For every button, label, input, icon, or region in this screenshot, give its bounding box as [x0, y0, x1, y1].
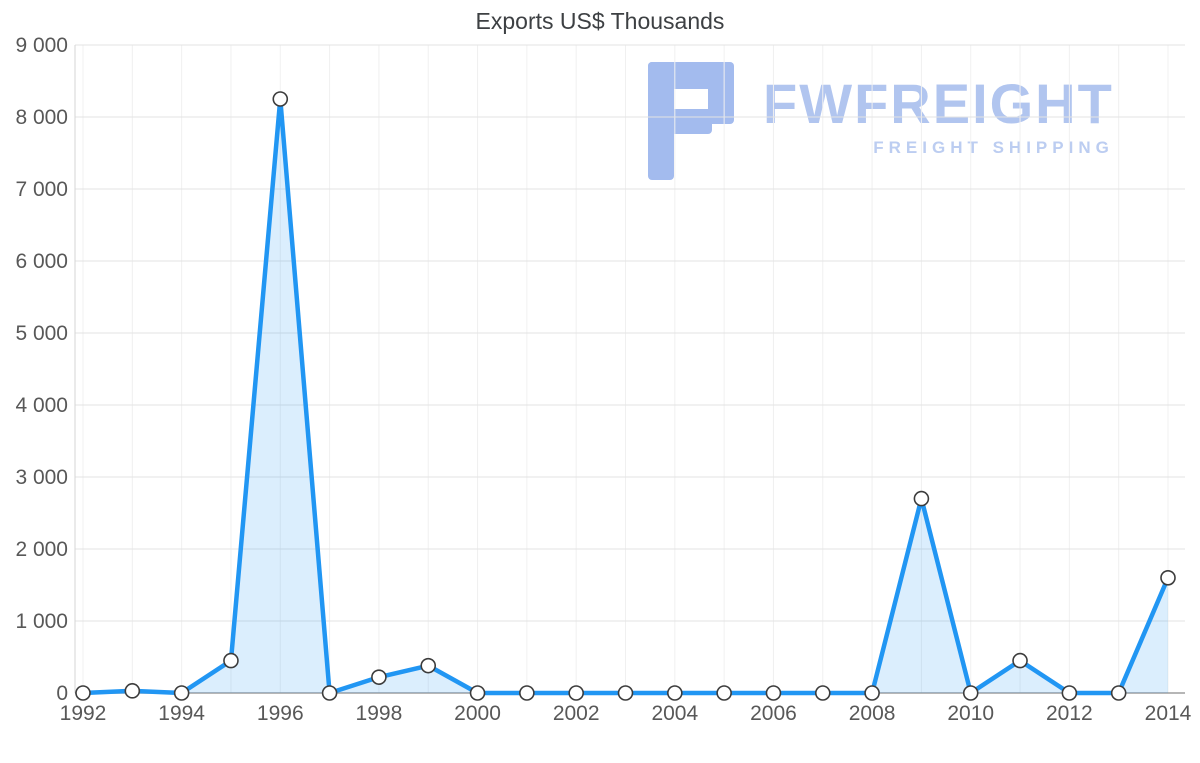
y-tick-label: 2 000 — [15, 538, 68, 561]
data-point-marker — [913, 490, 930, 507]
data-point-marker — [124, 683, 141, 699]
x-tick-label: 2012 — [1046, 702, 1093, 725]
y-tick-label: 7 000 — [15, 178, 68, 201]
data-point-marker — [568, 685, 584, 701]
y-tick-label: 0 — [56, 682, 68, 705]
data-point-marker — [716, 685, 732, 701]
data-point-marker — [469, 685, 486, 701]
data-point-marker — [1160, 569, 1176, 586]
x-tick-label: 1998 — [356, 702, 403, 725]
y-tick-label: 3 000 — [15, 466, 68, 489]
y-tick-label: 5 000 — [15, 322, 68, 345]
x-tick-label: 1996 — [257, 702, 304, 725]
data-point-marker — [962, 685, 979, 701]
x-tick-label: 2014 — [1145, 702, 1192, 725]
x-tick-label: 2000 — [454, 702, 501, 725]
data-point-marker — [814, 685, 831, 701]
x-tick-label: 2002 — [553, 702, 600, 725]
data-point-marker — [75, 685, 91, 701]
data-point-marker — [667, 685, 683, 701]
data-point-marker — [1061, 685, 1078, 701]
x-tick-label: 2008 — [849, 702, 896, 725]
x-tick-label: 1994 — [158, 702, 205, 725]
data-point-marker — [420, 657, 437, 674]
y-tick-label: 1 000 — [15, 610, 68, 633]
x-tick-label: 2004 — [651, 702, 698, 725]
x-tick-label: 1992 — [60, 702, 107, 725]
y-tick-label: 6 000 — [15, 250, 68, 273]
data-point-marker — [864, 685, 880, 701]
y-tick-label: 4 000 — [15, 394, 68, 417]
data-point-marker — [223, 652, 239, 669]
y-tick-label: 8 000 — [15, 106, 68, 129]
y-tick-label: 9 000 — [15, 34, 68, 57]
data-point-marker — [173, 685, 190, 701]
series-area — [83, 99, 1168, 693]
data-point-marker — [617, 685, 634, 701]
x-tick-label: 2010 — [947, 702, 994, 725]
data-point-marker — [765, 685, 782, 701]
data-point-marker — [519, 685, 535, 701]
data-point-marker — [321, 685, 338, 701]
chart-title: Exports US$ Thousands — [475, 8, 725, 34]
data-point-marker — [1012, 652, 1028, 669]
data-point-marker — [272, 91, 289, 107]
data-point-marker — [1110, 685, 1127, 701]
x-tick-label: 2006 — [750, 702, 797, 725]
data-point-marker — [371, 669, 387, 685]
